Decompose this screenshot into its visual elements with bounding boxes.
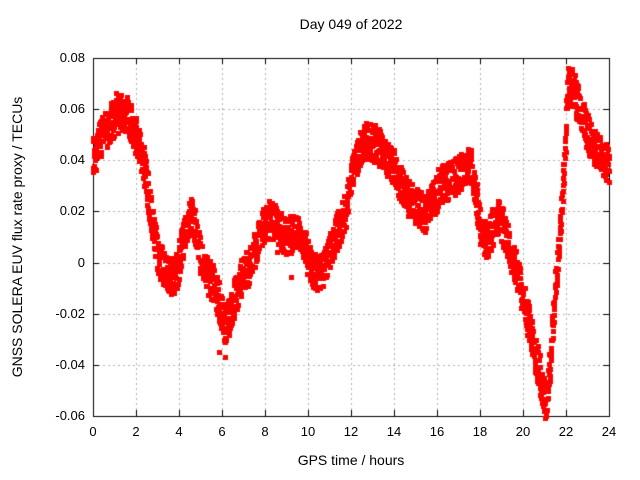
x-axis-label: GPS time / hours: [297, 452, 405, 468]
x-tick-label: 2: [132, 424, 140, 439]
y-tick-label: -0.04: [55, 356, 85, 372]
x-tick-label: 22: [558, 424, 574, 439]
x-tick-label: 16: [429, 424, 445, 439]
y-axis-label: GNSS SOLERA EUV flux rate proxy / TECUs: [9, 96, 25, 378]
x-tick-label: 0: [89, 424, 97, 439]
y-tick-label: 0.08: [59, 50, 85, 65]
y-tick-label: -0.02: [55, 305, 85, 321]
x-tick-label: 18: [472, 424, 488, 439]
x-tick-label: 14: [386, 424, 402, 439]
chart-title: Day 049 of 2022: [299, 16, 403, 32]
y-tick-label: 0.02: [59, 203, 85, 219]
x-tick-label: 20: [515, 424, 531, 439]
x-tick-label: 10: [300, 424, 316, 439]
x-tick-label: 4: [175, 424, 183, 439]
y-tick-label: -0.06: [55, 408, 85, 423]
x-tick-label: 8: [261, 424, 269, 439]
y-tick-label: 0.04: [59, 152, 85, 168]
y-tick-label: 0.06: [59, 101, 85, 117]
x-tick-label: 24: [601, 424, 617, 439]
x-tick-label: 6: [218, 424, 226, 439]
y-tick-label: 0: [77, 254, 85, 270]
x-tick-label: 12: [343, 424, 359, 439]
